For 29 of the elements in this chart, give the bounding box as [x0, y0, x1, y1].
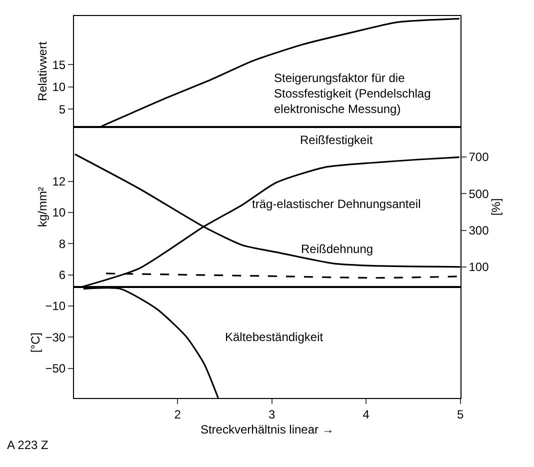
y-tick-label: 6 [58, 268, 66, 282]
annotation: Reißfestigkeit [300, 133, 374, 147]
x-tick-label: 3 [268, 407, 276, 422]
x-tick-label: 2 [174, 407, 182, 422]
x-tick-label: 4 [362, 407, 370, 422]
y-tick-label: 8 [58, 236, 66, 251]
y-axis-title: [°C] [28, 332, 43, 353]
y-tick-label: 10 [52, 80, 66, 94]
annotation: träg-elastischer Dehnungsanteil [252, 197, 421, 211]
x-axis-title: Streckverhältnis linear → [200, 422, 334, 436]
y-tick-label: −30 [45, 330, 66, 344]
annotation: Reißdehnung [301, 242, 374, 256]
y-tick-label: 10 [52, 206, 66, 220]
annotation: Kältebeständigkeit [225, 330, 324, 344]
y-tick-label: 15 [52, 58, 66, 72]
annotation: Steigerungsfaktor für die Stossfestigkeit (Pendelschlag elektronische Messung) [274, 71, 431, 116]
y-axis-title: kg/mm² [36, 187, 50, 227]
y-tick-label: 5 [58, 102, 66, 116]
y-tick-label: 12 [52, 174, 66, 188]
y2-tick-label: 300 [468, 223, 490, 238]
y-axis-title: Relativwert [36, 41, 50, 102]
y-tick-label: −50 [45, 362, 66, 376]
y2-tick-label: 500 [468, 186, 490, 201]
y2-tick-label: 100 [468, 260, 490, 274]
y2-axis-title: [%] [489, 198, 504, 216]
text: A 223 Z [7, 438, 48, 452]
y2-tick-label: 700 [468, 150, 490, 164]
x-tick-label: 5 [456, 407, 464, 422]
y-tick-label: −10 [45, 299, 66, 314]
